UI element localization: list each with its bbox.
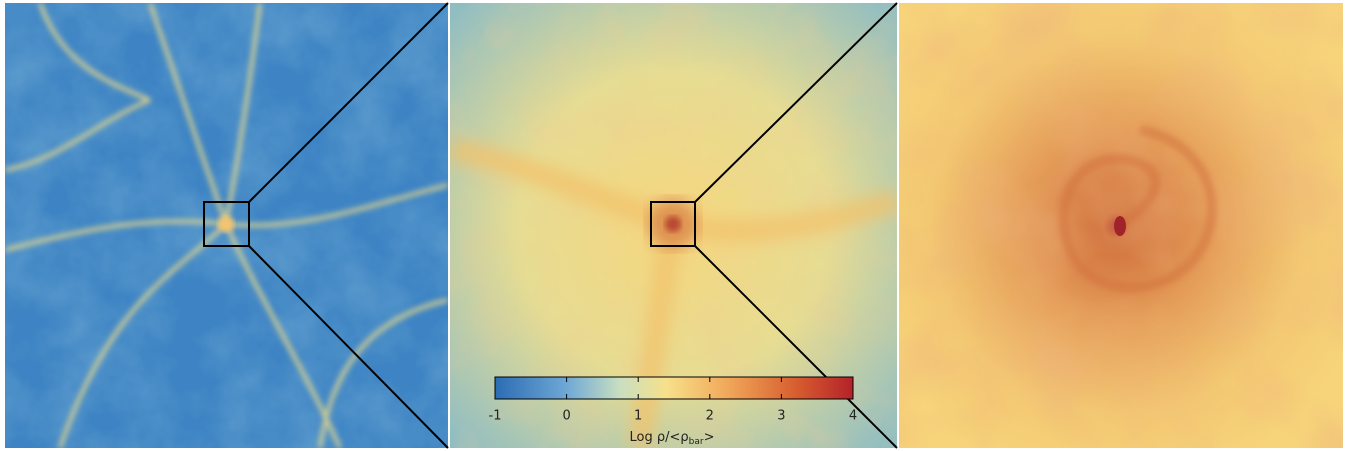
tick-label: -1: [489, 409, 502, 424]
colorbar-label: Log ρ/<ρbar>: [630, 430, 715, 447]
tick-label: 2: [706, 409, 714, 424]
panel-galaxy: [899, 3, 1343, 448]
label-sub: bar: [689, 437, 704, 447]
colorbar-scale: [494, 376, 854, 400]
zoom-line: [694, 2, 898, 203]
zoom-line: [248, 245, 449, 449]
colorbar: Log ρ/<ρbar> -1 0 1 2 3 4: [489, 376, 857, 447]
label-main: Log ρ/<ρ: [630, 430, 689, 445]
zoom-box: [203, 201, 250, 247]
zoom-line: [248, 2, 449, 203]
tick-label: 0: [562, 409, 570, 424]
tick-label: 4: [849, 409, 857, 424]
zoom-indicators: [203, 2, 898, 449]
label-end: >: [704, 430, 715, 445]
tick-label: 1: [634, 409, 642, 424]
zoom-box: [650, 201, 696, 247]
zoom-line: [694, 245, 898, 449]
tick-label: 3: [777, 409, 785, 424]
